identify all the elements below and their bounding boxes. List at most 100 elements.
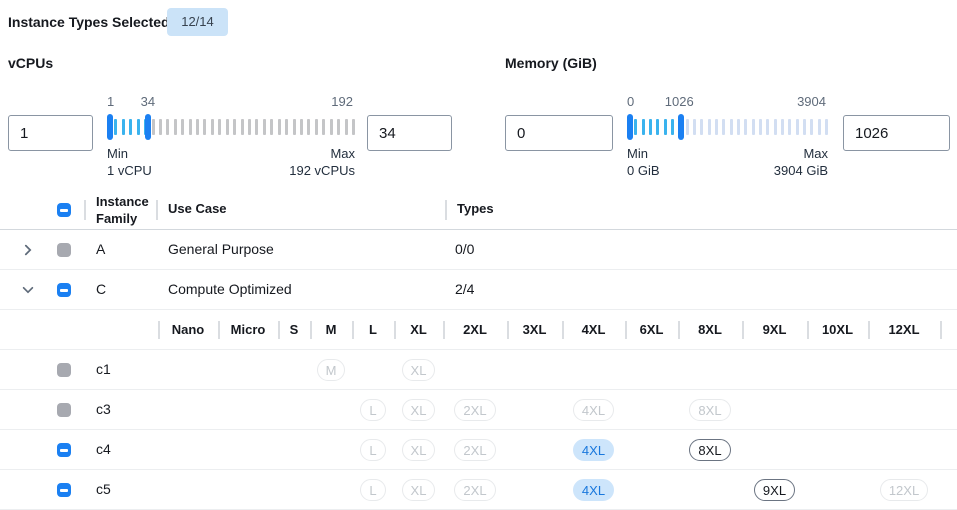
- indeterminate-mark-icon: [60, 489, 68, 492]
- memory-scale-low: 0: [627, 94, 635, 109]
- type-checkbox-c5[interactable]: [57, 483, 71, 497]
- family-checkbox-a-disabled: [57, 243, 71, 257]
- size-slot-xl: XL: [394, 390, 443, 430]
- slider-tick: [722, 119, 726, 135]
- type-checkbox-c3-disabled: [57, 403, 71, 417]
- vcpus-scale-labels: 1 34 192: [107, 94, 355, 109]
- size-slot-4xl: 4XL: [562, 390, 625, 430]
- column-header-use-case: Use Case: [168, 201, 227, 216]
- slider-tick: [802, 119, 806, 135]
- vcpus-slider-handle-max[interactable]: [144, 114, 151, 140]
- slider-tick: [277, 119, 281, 135]
- size-pill-c5-9xl-enabled[interactable]: 9XL: [753, 479, 796, 501]
- column-divider: [625, 321, 627, 339]
- slider-tick: [270, 119, 274, 135]
- column-divider: [678, 321, 680, 339]
- slider-tick: [817, 119, 821, 135]
- slider-tick: [641, 119, 645, 135]
- slider-tick: [744, 119, 748, 135]
- indeterminate-mark-icon: [60, 209, 68, 212]
- memory-scale-labels: 0 1026 3904: [627, 94, 828, 109]
- slider-tick: [285, 119, 289, 135]
- vcpus-scale-high: 192: [331, 94, 353, 109]
- column-divider: [562, 321, 564, 339]
- size-pill-c4-2xl-disabled: 2XL: [454, 439, 496, 461]
- slider-tick: [329, 119, 333, 135]
- vcpus-scale-mid: 34: [140, 94, 156, 109]
- vcpus-slider-handle-min[interactable]: [107, 114, 113, 140]
- size-pill-c4-xl-disabled: XL: [401, 439, 436, 461]
- size-slot-xl: XL: [394, 430, 443, 470]
- slider-tick: [166, 119, 170, 135]
- family-name: C: [96, 281, 107, 297]
- vcpus-minmax-labels: Min Max 1 vCPU 192 vCPUs: [107, 145, 355, 179]
- expand-family-a-button[interactable]: [16, 230, 40, 270]
- column-header-instance-family: Instance Family: [96, 194, 149, 226]
- slider-tick: [299, 119, 303, 135]
- memory-slider-handle-min[interactable]: [627, 114, 633, 140]
- size-column-header-micro: Micro: [230, 322, 266, 337]
- types-count: 2/4: [455, 281, 475, 297]
- memory-section-title: Memory (GiB): [505, 55, 597, 71]
- vcpus-scale-low: 1: [107, 94, 115, 109]
- size-pill-c5-l-disabled: L: [360, 479, 386, 501]
- slider-tick: [292, 119, 296, 135]
- slider-tick: [314, 119, 318, 135]
- size-column-header-12xl: 12XL: [888, 322, 920, 337]
- family-checkbox-c[interactable]: [57, 283, 71, 297]
- size-pill-c5-12xl-disabled: 12XL: [879, 479, 929, 501]
- size-slot-2xl: 2XL: [443, 470, 507, 510]
- slider-tick: [714, 119, 718, 135]
- memory-slider-ticks: [627, 112, 828, 142]
- slider-tick: [656, 119, 660, 135]
- size-pill-c5-4xl-selected[interactable]: 4XL: [572, 479, 615, 501]
- size-column-header-3xl: 3XL: [522, 322, 547, 337]
- memory-min-input[interactable]: [505, 115, 613, 151]
- column-divider: [158, 321, 160, 339]
- size-column-header-9xl: 9XL: [762, 322, 787, 337]
- size-column-header-s: S: [289, 322, 299, 337]
- column-header-types: Types: [457, 201, 494, 216]
- memory-max-input[interactable]: [843, 115, 950, 151]
- column-divider: [742, 321, 744, 339]
- size-slot-2xl: 2XL: [443, 430, 507, 470]
- size-pill-c3-4xl-disabled: 4XL: [572, 399, 615, 421]
- column-divider: [940, 321, 942, 339]
- slider-tick: [810, 119, 814, 135]
- size-pill-c4-4xl-selected[interactable]: 4XL: [572, 439, 615, 461]
- size-pill-c5-xl-disabled: XL: [401, 479, 436, 501]
- column-divider: [394, 321, 396, 339]
- size-pill-c5-2xl-disabled: 2XL: [454, 479, 496, 501]
- chevron-right-icon: [24, 244, 32, 256]
- size-slot-l: L: [352, 470, 394, 510]
- size-header-row: Nano Micro S M L XL 2XL 3XL 4XL 6XL 8XL 9XL 10XL 12XL: [0, 310, 957, 350]
- instance-type-row-c4: c4 L XL 2XL 4XL 8XL: [0, 430, 957, 470]
- slider-tick: [262, 119, 266, 135]
- size-column-header-2xl: 2XL: [463, 322, 487, 337]
- table-header-row: Instance Family Use Case Types: [0, 190, 957, 230]
- slider-tick: [692, 119, 696, 135]
- size-column-header-6xl: 6XL: [639, 322, 664, 337]
- memory-slider-handle-max[interactable]: [678, 114, 685, 140]
- memory-range-slider[interactable]: [627, 112, 828, 142]
- vcpus-range-slider[interactable]: [107, 112, 355, 142]
- vcpus-max-input[interactable]: [367, 115, 452, 151]
- column-divider: [156, 200, 158, 220]
- type-checkbox-c4[interactable]: [57, 443, 71, 457]
- collapse-family-c-button[interactable]: [16, 270, 40, 310]
- slider-tick: [700, 119, 704, 135]
- slider-tick: [188, 119, 192, 135]
- size-slot-xl: XL: [394, 470, 443, 510]
- select-all-checkbox[interactable]: [57, 203, 71, 217]
- size-slot-12xl: 12XL: [868, 470, 940, 510]
- slider-tick: [780, 119, 784, 135]
- slider-tick: [751, 119, 755, 135]
- size-slot-8xl: 8XL: [678, 390, 742, 430]
- family-row-c: C Compute Optimized 2/4: [0, 270, 957, 310]
- slider-tick: [795, 119, 799, 135]
- column-divider: [218, 321, 220, 339]
- slider-tick: [173, 119, 177, 135]
- vcpus-min-input[interactable]: [8, 115, 93, 151]
- memory-max-label: Max: [803, 146, 828, 161]
- size-pill-c4-8xl-enabled[interactable]: 8XL: [689, 439, 731, 461]
